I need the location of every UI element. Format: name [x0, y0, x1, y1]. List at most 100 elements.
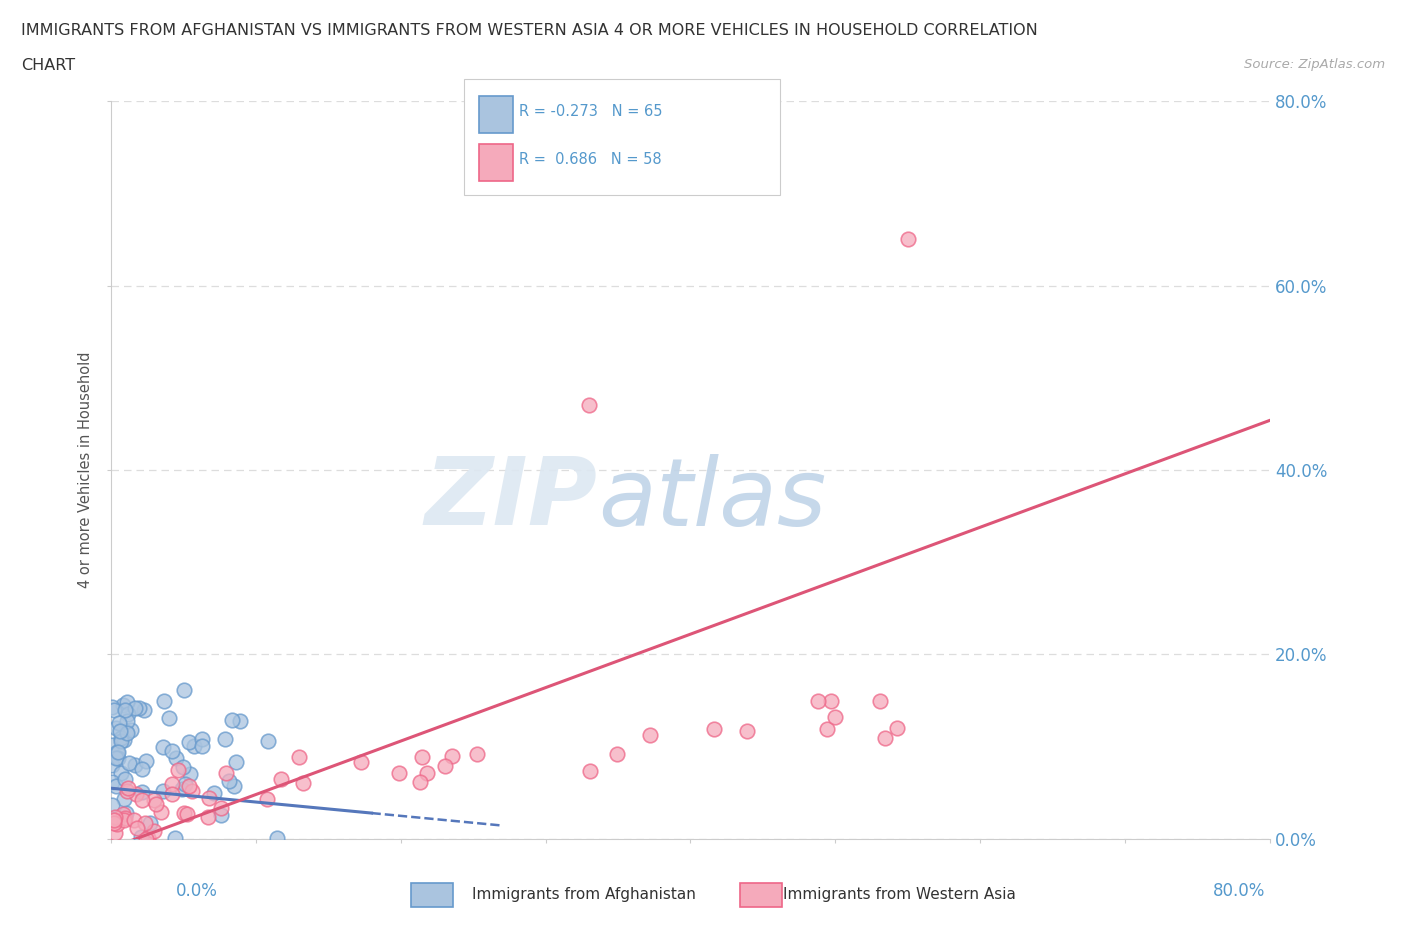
- Text: R = -0.273   N = 65: R = -0.273 N = 65: [519, 104, 662, 119]
- Point: [142, 823, 165, 838]
- Point: [101, 757, 124, 772]
- Point: [735, 724, 758, 738]
- Point: [110, 734, 132, 749]
- Point: [117, 694, 139, 709]
- Point: [115, 713, 138, 728]
- Point: [127, 821, 149, 836]
- Point: [579, 764, 602, 778]
- Point: [108, 716, 131, 731]
- Point: [209, 801, 232, 816]
- Point: [183, 738, 205, 753]
- Point: [578, 398, 600, 413]
- Point: [111, 807, 134, 822]
- Point: [120, 723, 142, 737]
- Point: [820, 693, 842, 708]
- Text: Immigrants from Afghanistan: Immigrants from Afghanistan: [471, 887, 696, 902]
- Point: [197, 810, 219, 825]
- Point: [225, 754, 247, 769]
- Point: [190, 731, 212, 746]
- Point: [434, 759, 457, 774]
- Point: [160, 777, 183, 791]
- Point: [124, 700, 146, 715]
- Point: [145, 797, 167, 812]
- Point: [103, 816, 125, 830]
- Point: [824, 710, 846, 724]
- Point: [110, 765, 132, 780]
- Text: 0.0%: 0.0%: [176, 882, 218, 900]
- Point: [115, 783, 138, 798]
- Point: [153, 694, 176, 709]
- Point: [179, 734, 201, 749]
- Point: [115, 725, 138, 740]
- Point: [173, 777, 195, 791]
- Point: [409, 775, 432, 790]
- Point: [124, 757, 146, 772]
- Point: [176, 806, 198, 821]
- Point: [114, 772, 136, 787]
- Point: [107, 744, 129, 759]
- Point: [138, 831, 160, 846]
- Text: CHART: CHART: [21, 58, 75, 73]
- Point: [135, 831, 157, 846]
- Point: [807, 693, 830, 708]
- Point: [416, 765, 439, 780]
- Point: [350, 754, 373, 769]
- Point: [104, 778, 127, 793]
- Point: [291, 776, 314, 790]
- Point: [172, 760, 194, 775]
- Point: [257, 733, 280, 748]
- Point: [209, 807, 232, 822]
- Point: [101, 798, 124, 813]
- Point: [198, 790, 221, 805]
- Point: [160, 744, 183, 759]
- Point: [173, 682, 195, 697]
- Point: [124, 812, 146, 827]
- Point: [104, 826, 127, 841]
- Point: [134, 816, 156, 830]
- Point: [117, 707, 139, 722]
- Point: [152, 784, 174, 799]
- Point: [152, 739, 174, 754]
- Point: [114, 805, 136, 820]
- Point: [101, 700, 124, 715]
- Point: [105, 721, 128, 736]
- Text: ZIP: ZIP: [425, 454, 598, 546]
- Point: [179, 767, 201, 782]
- Point: [222, 778, 245, 793]
- Point: [125, 787, 148, 802]
- Point: [606, 746, 628, 761]
- Point: [388, 765, 411, 780]
- Point: [256, 792, 278, 807]
- Point: [897, 232, 920, 246]
- Point: [221, 712, 243, 727]
- Point: [873, 731, 896, 746]
- Point: [108, 724, 131, 738]
- Point: [149, 804, 172, 819]
- Point: [202, 786, 225, 801]
- Point: [266, 830, 288, 845]
- Point: [172, 782, 194, 797]
- Text: IMMIGRANTS FROM AFGHANISTAN VS IMMIGRANTS FROM WESTERN ASIA 4 OR MORE VEHICLES I: IMMIGRANTS FROM AFGHANISTAN VS IMMIGRANT…: [21, 23, 1038, 38]
- Point: [165, 751, 187, 765]
- Point: [112, 812, 135, 827]
- Point: [131, 792, 153, 807]
- Point: [288, 750, 311, 764]
- Point: [157, 711, 180, 725]
- Point: [131, 784, 153, 799]
- Y-axis label: 4 or more Vehicles in Household: 4 or more Vehicles in Household: [79, 352, 93, 588]
- Point: [112, 791, 135, 806]
- Point: [160, 787, 183, 802]
- Point: [103, 703, 125, 718]
- Point: [104, 751, 127, 766]
- Point: [107, 751, 129, 766]
- Point: [104, 810, 127, 825]
- Point: [103, 812, 125, 827]
- Point: [128, 700, 150, 715]
- Text: atlas: atlas: [598, 454, 825, 545]
- Text: Source: ZipAtlas.com: Source: ZipAtlas.com: [1244, 58, 1385, 71]
- Point: [886, 720, 908, 735]
- Point: [114, 702, 136, 717]
- Point: [218, 773, 240, 788]
- Point: [114, 810, 136, 825]
- Point: [101, 737, 124, 752]
